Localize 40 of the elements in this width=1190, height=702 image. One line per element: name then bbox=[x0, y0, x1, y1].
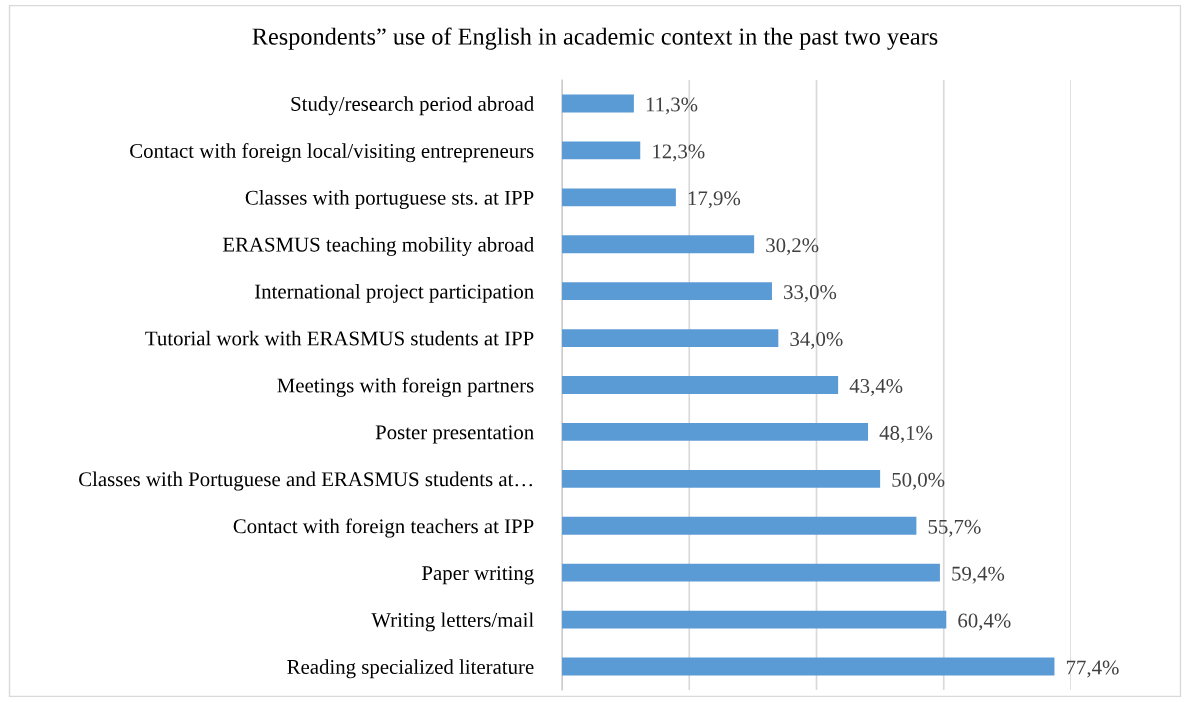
chart-title: Respondents” use of English in academic context in the past two years bbox=[252, 27, 938, 50]
bar bbox=[562, 563, 940, 582]
bar bbox=[562, 141, 641, 160]
data-label: 33,0% bbox=[784, 285, 837, 303]
bar bbox=[562, 329, 779, 347]
data-label: 77,4% bbox=[1066, 660, 1119, 678]
bar bbox=[562, 516, 917, 535]
data-label: 30,2% bbox=[766, 238, 819, 256]
bar bbox=[562, 469, 881, 488]
data-label: 11,3% bbox=[646, 97, 698, 115]
y-tick-label: ERASMUS teaching mobility abroad bbox=[222, 237, 534, 256]
y-tick-label: Classes with portuguese sts. at IPP bbox=[245, 190, 534, 210]
y-tick-label: Meetings with foreign partners bbox=[277, 377, 534, 397]
data-label: 12,3% bbox=[653, 144, 705, 162]
data-label: 60,4% bbox=[958, 613, 1011, 631]
y-tick-label: Contact with foreign local/visiting entrepreneurs bbox=[130, 143, 534, 163]
data-label: 43,4% bbox=[849, 378, 903, 396]
y-tick-label: International project participation bbox=[254, 283, 534, 303]
data-label: 50,0% bbox=[892, 472, 945, 490]
y-tick-label: Contact with foreign teachers at IPP bbox=[233, 518, 534, 538]
bar bbox=[562, 423, 869, 441]
bar bbox=[562, 94, 634, 113]
y-tick-label: Tutorial work with ERASMUS students at IPP bbox=[145, 330, 534, 346]
y-tick-label: Classes with Portuguese and ERASMUS students at… bbox=[79, 471, 532, 491]
data-label: 48,1% bbox=[879, 425, 933, 443]
y-tick-label: Paper writing bbox=[422, 566, 534, 585]
bar bbox=[562, 282, 772, 301]
data-label: 17,9% bbox=[688, 191, 741, 209]
y-tick-label: Study/research period abroad bbox=[291, 96, 534, 116]
data-label: 34,0% bbox=[790, 332, 843, 350]
y-tick-label: Writing letters/mail bbox=[371, 612, 534, 632]
bar bbox=[562, 657, 1055, 676]
bar bbox=[562, 376, 839, 394]
y-tick-label: Poster presentation bbox=[375, 425, 534, 444]
data-label: 59,4% bbox=[952, 566, 1005, 584]
data-label: 55,7% bbox=[928, 519, 981, 537]
bar bbox=[562, 610, 947, 629]
bar bbox=[562, 188, 676, 207]
y-tick-label: Reading specialized literature bbox=[287, 659, 534, 679]
bar bbox=[562, 235, 755, 254]
